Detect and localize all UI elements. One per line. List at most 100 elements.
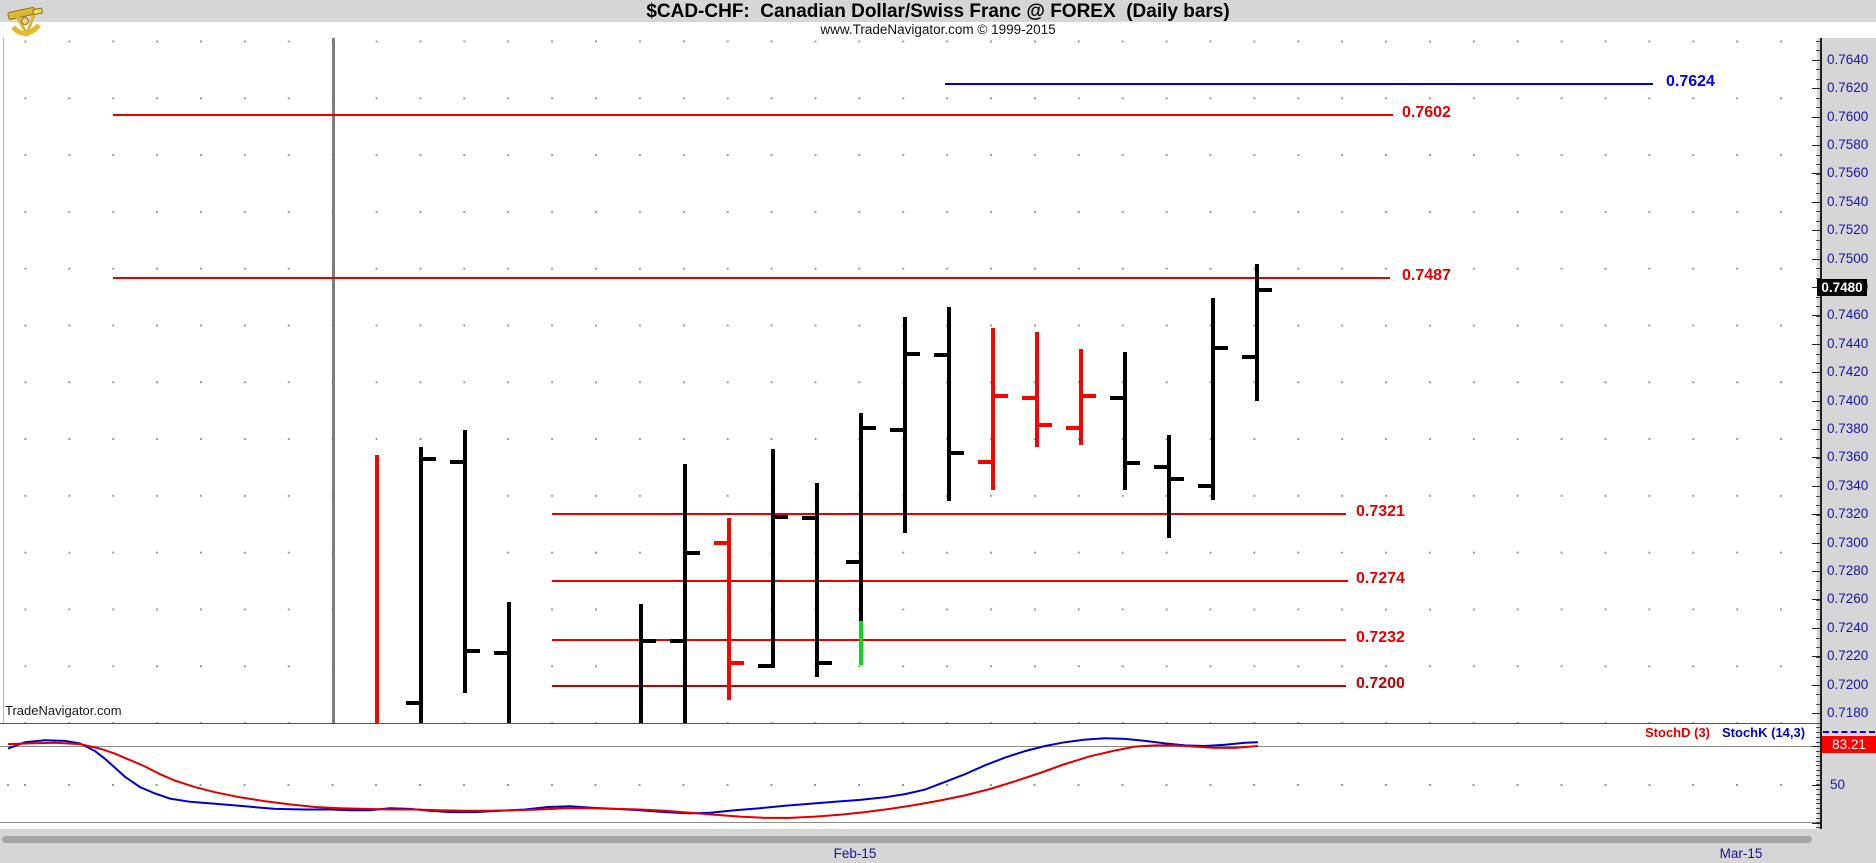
price-axis-label: 0.7500 xyxy=(1827,251,1869,266)
ohlc-open-tick xyxy=(1242,355,1255,359)
ohlc-close-tick xyxy=(1259,288,1272,292)
price-axis-label: 0.7420 xyxy=(1827,364,1869,379)
price-axis-minor-tick xyxy=(1816,505,1820,506)
price-axis-minor-tick xyxy=(1816,789,1820,790)
price-axis-major-tick xyxy=(1812,344,1820,345)
price-axis-minor-tick xyxy=(1816,827,1820,828)
ohlc-open-tick xyxy=(802,516,815,520)
level-line xyxy=(552,513,1346,515)
horizontal-scroll-strip[interactable] xyxy=(2,836,1812,843)
ohlc-bar-range xyxy=(1167,435,1171,538)
price-axis-minor-tick xyxy=(1816,590,1820,591)
stoch-axis-minor-tick xyxy=(1816,784,1820,785)
ohlc-close-tick xyxy=(907,352,920,356)
price-axis-minor-tick xyxy=(1816,818,1820,819)
price-axis-minor-tick xyxy=(1816,268,1820,269)
price-axis-minor-tick xyxy=(1816,761,1820,762)
price-axis-minor-tick xyxy=(1816,136,1820,137)
price-axis-minor-tick xyxy=(1816,183,1820,184)
level-label: 0.7624 xyxy=(1666,73,1715,90)
price-axis-minor-tick xyxy=(1816,155,1820,156)
price-axis[interactable] xyxy=(1817,38,1876,843)
price-axis-minor-tick xyxy=(1816,742,1820,743)
price-axis-minor-tick xyxy=(1816,533,1820,534)
ohlc-close-tick xyxy=(863,426,876,430)
ohlc-close-tick xyxy=(731,661,744,665)
price-axis-minor-tick xyxy=(1816,41,1820,42)
price-axis-minor-tick xyxy=(1816,581,1820,582)
ohlc-bar-range xyxy=(639,604,643,723)
ohlc-open-tick xyxy=(890,428,903,432)
ohlc-bar-green-segment xyxy=(859,621,863,665)
ohlc-close-tick xyxy=(951,451,964,455)
price-axis-minor-tick xyxy=(1816,354,1820,355)
date-axis xyxy=(0,843,1876,863)
price-axis-label: 0.7600 xyxy=(1827,109,1869,124)
price-axis-label: 0.7440 xyxy=(1827,336,1869,351)
level-label: 0.7274 xyxy=(1356,570,1405,587)
ohlc-close-tick xyxy=(995,394,1008,398)
current-price-badge: 0.7480 xyxy=(1817,279,1867,296)
ohlc-open-tick xyxy=(670,639,683,643)
ohlc-open-tick xyxy=(758,664,771,668)
ohlc-close-tick xyxy=(819,661,832,665)
stoch-top-frame xyxy=(0,723,1817,724)
price-axis-minor-tick xyxy=(1816,297,1820,298)
price-axis-minor-tick xyxy=(1816,240,1820,241)
ohlc-bar-range xyxy=(947,307,951,501)
price-axis-minor-tick xyxy=(1816,552,1820,553)
ohlc-open-tick xyxy=(1066,426,1079,430)
price-axis-major-tick xyxy=(1812,628,1820,629)
price-axis-minor-tick xyxy=(1816,107,1820,108)
ohlc-open-tick xyxy=(846,560,859,564)
price-axis-minor-tick xyxy=(1816,164,1820,165)
stoch-d-legend-label: StochD (3) xyxy=(1645,725,1710,740)
stochastic-panel[interactable]: StochD (3) StochK (14,3) xyxy=(0,723,1817,829)
price-axis-minor-tick xyxy=(1816,439,1820,440)
price-axis-border xyxy=(1820,38,1822,829)
price-axis-major-tick xyxy=(1812,571,1820,572)
price-axis-minor-tick xyxy=(1816,69,1820,70)
price-axis-major-tick xyxy=(1812,656,1820,657)
price-axis-major-tick xyxy=(1812,599,1820,600)
month-label-mar: Mar-15 xyxy=(1719,846,1763,861)
price-axis-label: 0.7280 xyxy=(1827,563,1869,578)
price-axis-minor-tick xyxy=(1816,325,1820,326)
price-axis-minor-tick xyxy=(1816,704,1820,705)
stoch-axis-minor-tick xyxy=(1816,765,1820,766)
stoch-50-level-label: 50 xyxy=(1830,777,1846,792)
price-axis-major-tick xyxy=(1812,173,1820,174)
level-line xyxy=(552,580,1348,582)
price-axis-label: 0.7520 xyxy=(1827,222,1869,237)
price-axis-minor-tick xyxy=(1816,174,1820,175)
price-axis-label: 0.7640 xyxy=(1827,52,1869,67)
subtitle-band xyxy=(0,22,1876,38)
stoch-series-d xyxy=(7,741,1259,819)
stoch-axis-minor-tick xyxy=(1816,822,1820,823)
price-axis-minor-tick xyxy=(1816,666,1820,667)
price-axis-minor-tick xyxy=(1816,770,1820,771)
price-axis-major-tick xyxy=(1812,486,1820,487)
price-axis-label: 0.7240 xyxy=(1827,620,1869,635)
price-axis-major-tick xyxy=(1812,713,1820,714)
ohlc-close-tick xyxy=(1215,346,1228,350)
price-axis-minor-tick xyxy=(1816,780,1820,781)
price-axis-major-tick xyxy=(1812,202,1820,203)
price-axis-minor-tick xyxy=(1816,211,1820,212)
price-axis-minor-tick xyxy=(1816,477,1820,478)
level-label: 0.7232 xyxy=(1356,629,1405,646)
stoch-k-legend-label: StochK (14,3) xyxy=(1722,725,1806,740)
stoch-80-line xyxy=(0,746,1817,747)
level-line xyxy=(552,639,1346,641)
price-axis-label: 0.7360 xyxy=(1827,449,1869,464)
price-chart-area[interactable]: 0.7624 0.7602 0.7487 0.7321 0.7274 0.7232 0.72… xyxy=(0,38,1817,723)
price-axis-label: 0.7620 xyxy=(1827,80,1869,95)
ohlc-bar-range xyxy=(683,464,687,723)
price-axis-minor-tick xyxy=(1816,732,1820,733)
ohlc-open-tick xyxy=(714,541,727,545)
stoch-curves xyxy=(7,737,1259,819)
ohlc-bar-range xyxy=(419,447,423,723)
ohlc-bar-range xyxy=(991,328,995,490)
price-axis-major-tick xyxy=(1812,88,1820,89)
price-axis-minor-tick xyxy=(1816,496,1820,497)
